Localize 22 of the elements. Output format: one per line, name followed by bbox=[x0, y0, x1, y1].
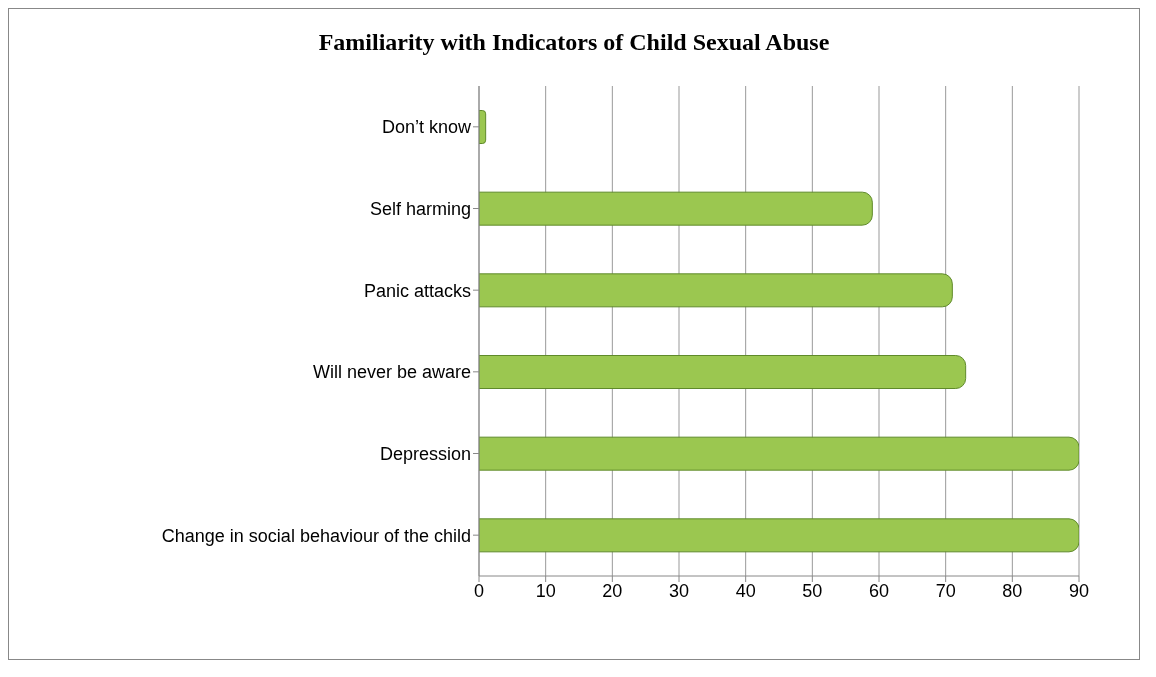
chart-title: Familiarity with Indicators of Child Sexual Abuse bbox=[317, 29, 831, 56]
y-tick-label: Self harming bbox=[369, 198, 471, 219]
y-tick-label: Change in social behaviour of the child bbox=[161, 525, 471, 546]
x-tick-label: 60 bbox=[868, 580, 890, 601]
bar bbox=[479, 191, 873, 226]
bar bbox=[479, 518, 1079, 553]
x-tick-label: 0 bbox=[473, 580, 485, 601]
bar bbox=[479, 355, 967, 389]
x-tick-label: 70 bbox=[935, 580, 956, 601]
x-tick-label: 80 bbox=[1002, 580, 1023, 601]
x-tick-label: 30 bbox=[668, 580, 690, 601]
x-tick-label: 90 bbox=[1068, 580, 1090, 601]
bar bbox=[479, 273, 953, 308]
x-tick-label: 20 bbox=[602, 580, 623, 601]
x-tick-label: 50 bbox=[802, 580, 823, 601]
y-tick-label: Panic attacks bbox=[363, 280, 471, 301]
bar bbox=[479, 436, 1079, 471]
x-tick-label: 10 bbox=[535, 580, 556, 601]
x-tick-label: 40 bbox=[735, 580, 756, 601]
y-tick-label: Don’t know bbox=[381, 117, 472, 138]
y-tick-label: Depression bbox=[379, 443, 471, 464]
y-tick-label: Will never be aware bbox=[312, 362, 471, 383]
